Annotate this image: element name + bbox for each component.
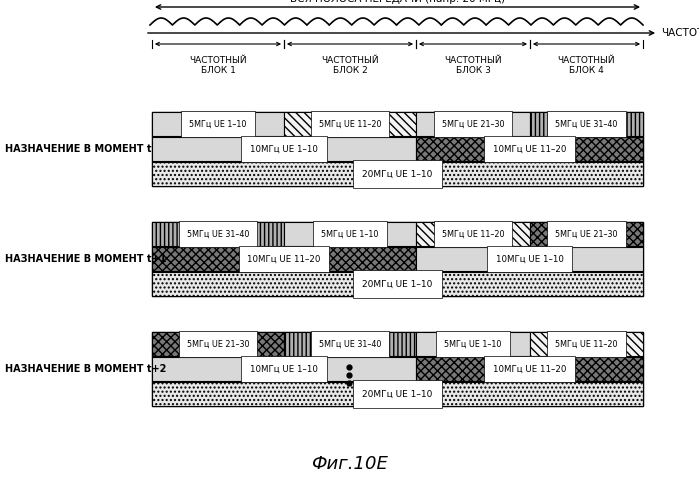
Bar (152, 382, 643, 406)
Text: 5МГц UE 21–30: 5МГц UE 21–30 (187, 339, 250, 348)
Bar (152, 247, 416, 271)
Text: НАЗНАЧЕНИЕ В МОМЕНТ t+2: НАЗНАЧЕНИЕ В МОМЕНТ t+2 (5, 364, 166, 374)
Text: ВСЯ ПОЛОСА ПЕРЕДАЧИ (напр. 20 МГц): ВСЯ ПОЛОСА ПЕРЕДАЧИ (напр. 20 МГц) (290, 0, 505, 4)
Text: 5МГц UE 11–20: 5МГц UE 11–20 (442, 229, 504, 239)
Bar (284, 112, 416, 136)
Bar (152, 162, 643, 186)
Text: ЧАСТОТНЫЙ
БЛОК 3: ЧАСТОТНЫЙ БЛОК 3 (444, 56, 502, 75)
Bar (416, 112, 530, 136)
Text: Фиг.10Е: Фиг.10Е (310, 455, 387, 473)
Text: НАЗНАЧЕНИЕ В МОМЕНТ t: НАЗНАЧЕНИЕ В МОМЕНТ t (5, 144, 152, 154)
Text: 10МГц UE 1–10: 10МГц UE 1–10 (250, 145, 318, 153)
Bar (152, 222, 643, 296)
Text: ЧАСТОТА: ЧАСТОТА (661, 28, 699, 38)
Text: 5МГц UE 1–10: 5МГц UE 1–10 (189, 120, 247, 129)
Text: 5МГц UE 21–30: 5МГц UE 21–30 (555, 229, 618, 239)
Bar (152, 112, 643, 186)
Bar (152, 137, 416, 161)
Text: 5МГц UE 31–40: 5МГц UE 31–40 (187, 229, 249, 239)
Bar (530, 222, 643, 246)
Text: ЧАСТОТНЫЙ
БЛОК 4: ЧАСТОТНЫЙ БЛОК 4 (558, 56, 615, 75)
Text: ЧАСТОТНЫЙ
БЛОК 1: ЧАСТОТНЫЙ БЛОК 1 (189, 56, 247, 75)
Bar (152, 332, 643, 406)
Text: 5МГц UE 11–20: 5МГц UE 11–20 (319, 120, 381, 129)
Text: 10МГц UE 11–20: 10МГц UE 11–20 (493, 145, 566, 153)
Bar (284, 332, 416, 356)
Bar (416, 332, 530, 356)
Text: 5МГц UE 21–30: 5МГц UE 21–30 (442, 120, 504, 129)
Bar (152, 272, 643, 296)
Bar (530, 112, 643, 136)
Bar (152, 222, 284, 246)
Text: 10МГц UE 1–10: 10МГц UE 1–10 (250, 364, 318, 374)
Text: 5МГц UE 31–40: 5МГц UE 31–40 (555, 120, 618, 129)
Text: 10МГц UE 11–20: 10МГц UE 11–20 (247, 254, 321, 264)
Bar (416, 137, 643, 161)
Text: ЧАСТОТНЫЙ
БЛОК 2: ЧАСТОТНЫЙ БЛОК 2 (321, 56, 379, 75)
Bar (416, 247, 643, 271)
Bar (284, 222, 416, 246)
Text: 5МГц UE 1–10: 5МГц UE 1–10 (445, 339, 502, 348)
Text: 5МГц UE 31–40: 5МГц UE 31–40 (319, 339, 381, 348)
Bar (530, 332, 643, 356)
Text: 10МГц UE 1–10: 10МГц UE 1–10 (496, 254, 563, 264)
Bar (152, 332, 284, 356)
Text: 20МГц UE 1–10: 20МГц UE 1–10 (362, 170, 433, 178)
Text: 10МГц UE 11–20: 10МГц UE 11–20 (493, 364, 566, 374)
Text: 20МГц UE 1–10: 20МГц UE 1–10 (362, 280, 433, 289)
Text: НАЗНАЧЕНИЕ В МОМЕНТ t+1: НАЗНАЧЕНИЕ В МОМЕНТ t+1 (5, 254, 166, 264)
Bar (152, 112, 284, 136)
Text: 20МГц UE 1–10: 20МГц UE 1–10 (362, 389, 433, 399)
Bar (152, 357, 416, 381)
Bar (416, 357, 643, 381)
Text: 5МГц UE 11–20: 5МГц UE 11–20 (555, 339, 618, 348)
Text: 5МГц UE 1–10: 5МГц UE 1–10 (322, 229, 379, 239)
Bar (416, 222, 530, 246)
